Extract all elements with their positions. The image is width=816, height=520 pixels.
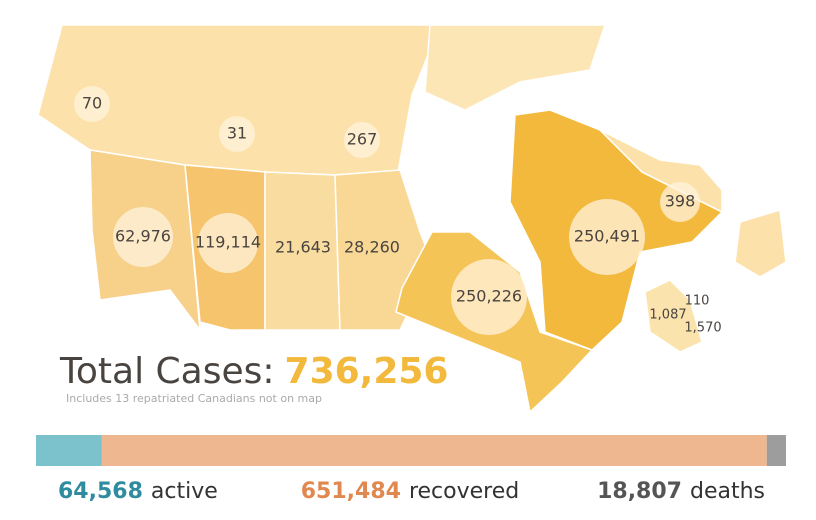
region-count: 250,226 [456, 287, 522, 306]
region-circle [198, 213, 258, 273]
region-circle [74, 86, 110, 122]
region-count: 62,976 [115, 227, 171, 246]
region-circle [451, 259, 527, 335]
region-count: 110 [685, 294, 710, 309]
region-circle [219, 116, 255, 152]
legend-label: recovered [409, 479, 519, 504]
legend-value: 18,807 [597, 479, 682, 504]
legend-value: 651,484 [301, 479, 401, 504]
legend-entry: 64,568 active [58, 479, 218, 504]
maritimes [644, 279, 703, 353]
region-count: 70 [82, 94, 102, 113]
total-note: Includes 13 repatriated Canadians not on… [66, 392, 322, 405]
region-circle [113, 207, 173, 267]
region-count: 1,087 [649, 308, 686, 323]
total-value: 736,256 [285, 351, 449, 392]
region-count: 1,570 [684, 321, 721, 336]
total-line: Total Cases: 736,256 [59, 351, 448, 392]
region-count: 21,643 [275, 238, 331, 257]
region-circle [569, 199, 645, 275]
status-bar [36, 435, 786, 466]
region-count: 31 [227, 124, 247, 143]
total-label: Total Cases: [59, 351, 275, 392]
region-count: 398 [665, 192, 696, 211]
region-count: 250,491 [574, 227, 640, 246]
legend-label: deaths [690, 479, 765, 504]
region-count: 119,114 [195, 233, 261, 252]
legend-value: 64,568 [58, 479, 143, 504]
region-count: 267 [347, 130, 378, 149]
bar-segment [36, 435, 102, 466]
region-labels: 70 31 267 62,976 119,114 21,643 28,260 2… [74, 86, 722, 336]
bar-segment [766, 435, 786, 466]
arctic-islands [424, 24, 607, 111]
bar-segment [101, 435, 767, 466]
newfoundland [734, 209, 787, 278]
legend-entry: 18,807 deaths [597, 479, 765, 504]
region-circle [660, 182, 700, 222]
status-legend: 64,568 active 651,484 recovered 18,807 deaths [58, 479, 765, 504]
region-circle [344, 122, 380, 158]
legend-entry: 651,484 recovered [301, 479, 519, 504]
region-count: 28,260 [344, 238, 400, 257]
legend-label: active [151, 479, 218, 504]
